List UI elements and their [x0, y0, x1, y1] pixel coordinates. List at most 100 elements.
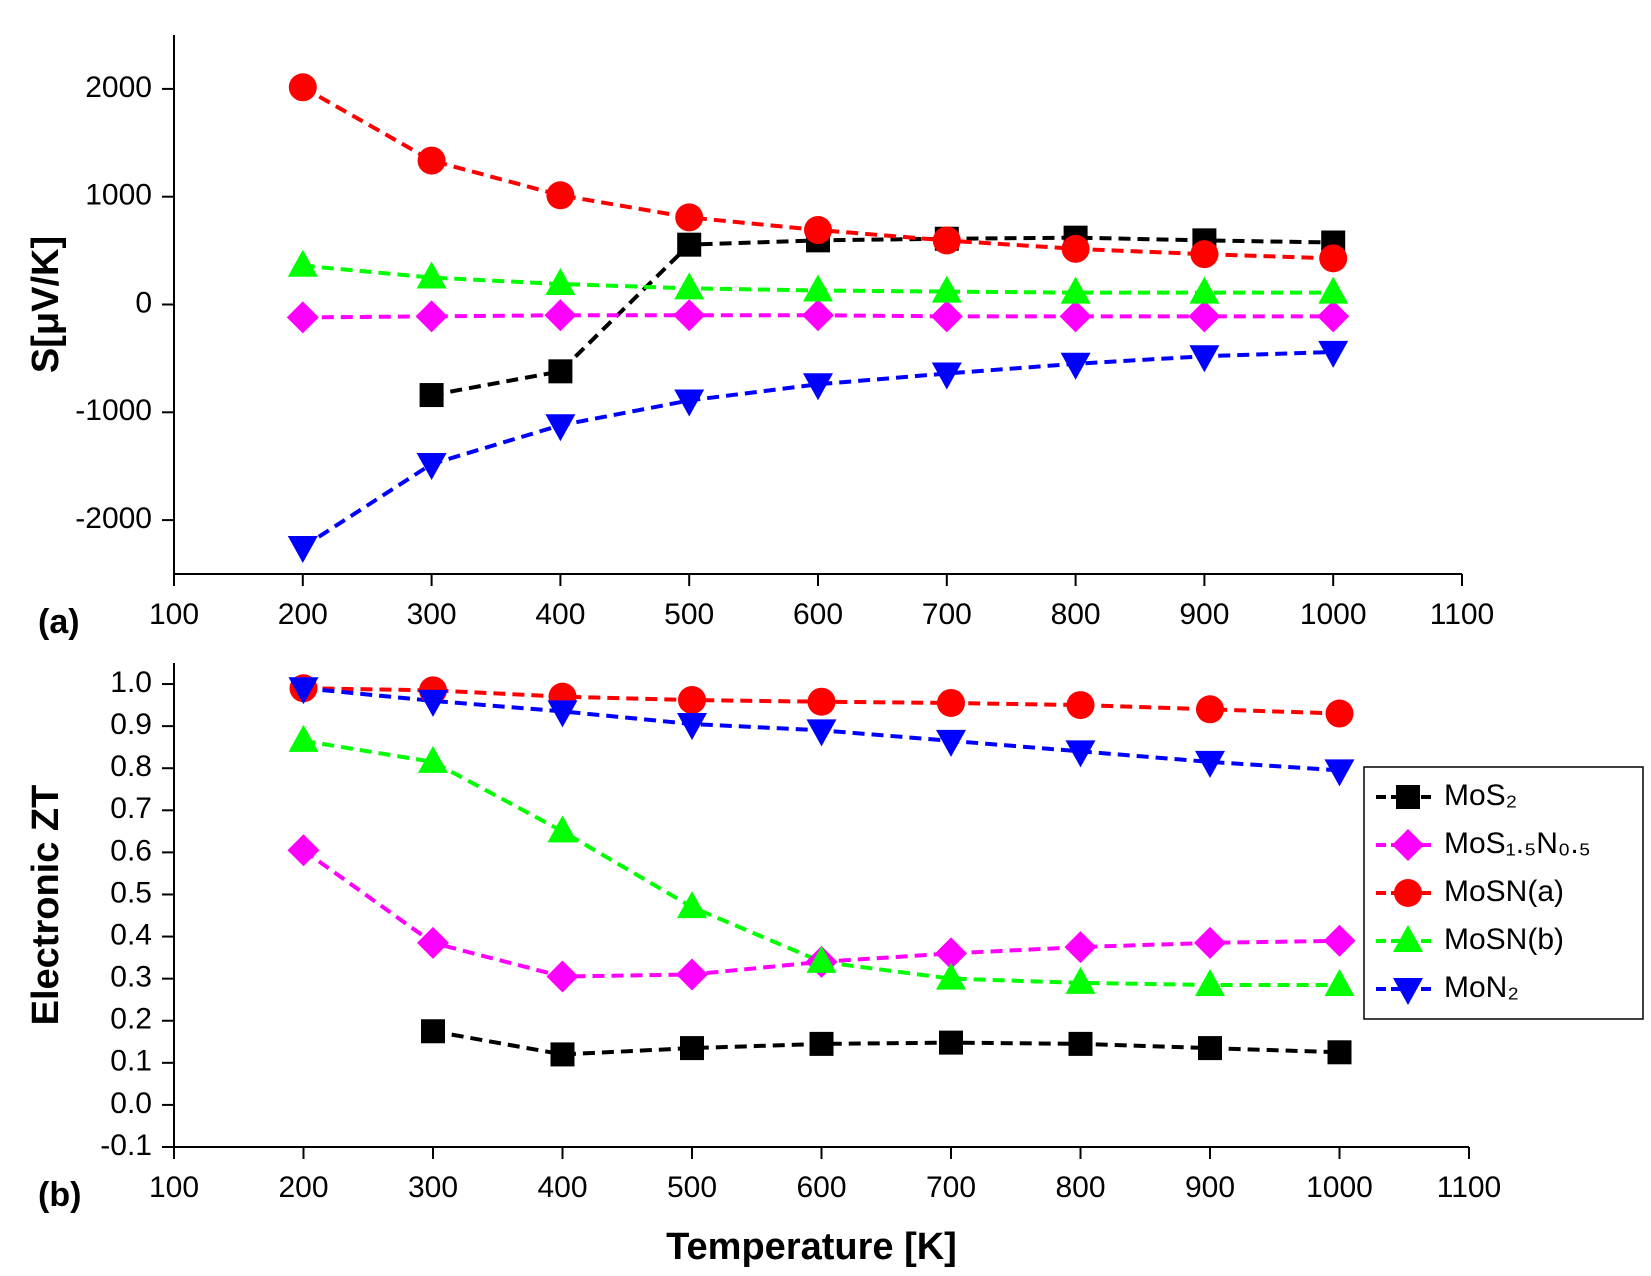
marker [932, 226, 961, 255]
series-line [301, 349, 1334, 549]
marker [1327, 1040, 1352, 1065]
y-tick-label: -1000 [75, 394, 152, 427]
marker [417, 926, 449, 959]
marker [1317, 300, 1350, 333]
marker [936, 962, 966, 990]
marker [936, 729, 966, 757]
y-tick-label: 1.0 [110, 666, 152, 699]
marker [545, 414, 576, 442]
y-axis-title: Electronic ZT [25, 785, 67, 1026]
marker [1323, 924, 1356, 957]
marker [677, 891, 707, 919]
marker [803, 274, 833, 302]
legend-label: MoS₁.₅N₀.₅ [1444, 827, 1591, 860]
x-tick-label: 400 [535, 598, 585, 631]
legend-marker [1393, 925, 1423, 952]
marker [1065, 966, 1096, 994]
marker [806, 945, 837, 973]
series-line [431, 235, 1334, 398]
x-tick-label: 600 [793, 598, 843, 631]
x-tick-label: 700 [926, 1171, 976, 1204]
y-tick-label: 0.3 [110, 961, 152, 994]
marker [288, 73, 317, 102]
panel-label: (b) [38, 1176, 81, 1214]
marker [287, 536, 318, 564]
marker [1195, 750, 1225, 778]
y-tick-label: 0.2 [110, 1003, 152, 1036]
marker [1065, 740, 1096, 768]
x-tick-label: 1000 [1300, 598, 1367, 631]
x-tick-label: 800 [1051, 598, 1101, 631]
marker [1324, 759, 1355, 787]
marker [1066, 691, 1095, 720]
marker [677, 232, 702, 257]
y-tick-label: 0.4 [110, 918, 152, 951]
marker [804, 216, 832, 245]
marker [545, 268, 576, 296]
series-line [303, 738, 1340, 987]
marker [939, 1030, 963, 1055]
marker [935, 937, 967, 970]
x-tick-label: 1000 [1306, 1171, 1373, 1204]
x-tick-label: 1100 [1430, 598, 1495, 631]
marker [546, 181, 575, 210]
y-tick-label: 0.7 [110, 792, 152, 825]
marker [288, 677, 319, 705]
marker [674, 272, 705, 300]
marker [286, 301, 319, 334]
panel-label: (a) [38, 603, 80, 641]
marker [931, 362, 962, 390]
legend-label: MoSN(a) [1444, 875, 1564, 908]
x-tick-label: 800 [1055, 1171, 1105, 1204]
marker [547, 700, 578, 728]
marker [937, 688, 965, 717]
x-tick-label: 900 [1185, 1171, 1235, 1204]
x-tick-label: 300 [407, 598, 457, 631]
y-tick-label: -0.1 [100, 1129, 152, 1162]
marker [1325, 699, 1354, 728]
y-tick-label: 1000 [85, 179, 152, 212]
y-tick-label: 0.5 [110, 876, 152, 909]
legend-marker [1393, 978, 1423, 1005]
legend-label: MoSN(b) [1444, 923, 1564, 956]
x-tick-label: 200 [278, 598, 328, 631]
y-axis-title: S[μV/K] [25, 236, 67, 373]
marker [415, 300, 448, 333]
x-tick-label: 400 [537, 1171, 587, 1204]
x-tick-label: 500 [664, 598, 714, 631]
marker [1198, 1036, 1222, 1061]
series-line [432, 1029, 1340, 1057]
marker [673, 299, 706, 332]
y-tick-label: -2000 [75, 502, 152, 535]
marker [416, 453, 447, 481]
x-tick-label: 300 [408, 1171, 458, 1204]
marker [416, 261, 447, 289]
marker [678, 686, 706, 715]
marker [1188, 300, 1221, 333]
marker [1190, 240, 1219, 269]
x-tick-label: 1100 [1437, 1171, 1502, 1204]
marker [1318, 340, 1349, 368]
marker [288, 724, 319, 752]
marker [674, 389, 705, 417]
x-axis-title: Temperature [K] [666, 1226, 957, 1268]
marker [1059, 300, 1092, 333]
marker [680, 1036, 704, 1061]
marker [802, 299, 834, 332]
marker [1324, 968, 1355, 996]
marker [1194, 926, 1226, 959]
x-tick-label: 600 [796, 1171, 846, 1204]
marker [287, 249, 318, 277]
marker [676, 958, 708, 991]
marker [675, 203, 704, 232]
marker [1061, 234, 1090, 263]
marker [803, 373, 833, 401]
marker [421, 1019, 445, 1044]
marker [419, 383, 444, 408]
y-tick-label: 0.8 [110, 750, 152, 783]
x-tick-label: 700 [922, 598, 972, 631]
marker [418, 689, 448, 717]
marker [546, 960, 579, 993]
x-tick-label: 500 [667, 1171, 717, 1204]
